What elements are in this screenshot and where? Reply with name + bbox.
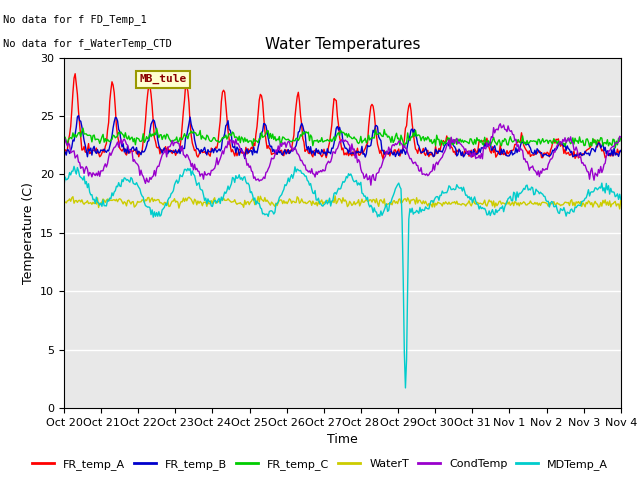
FR_temp_A: [71, 71, 79, 77]
CondTemp: [367, 182, 374, 188]
WaterT: [617, 197, 625, 203]
MDTemp_A: [70, 164, 78, 169]
FR_temp_A: [329, 107, 337, 113]
Line: CondTemp: CondTemp: [64, 124, 621, 185]
Line: MDTemp_A: MDTemp_A: [64, 167, 621, 388]
FR_temp_C: [362, 140, 370, 146]
CondTemp: [519, 148, 527, 154]
MDTemp_A: [60, 183, 68, 189]
FR_temp_B: [327, 151, 335, 156]
WaterT: [332, 193, 339, 199]
MDTemp_A: [402, 385, 410, 391]
FR_temp_A: [606, 153, 614, 158]
CondTemp: [497, 121, 504, 127]
FR_temp_C: [611, 145, 619, 151]
WaterT: [362, 197, 370, 203]
X-axis label: Time: Time: [327, 433, 358, 446]
FR_temp_B: [519, 140, 527, 145]
FR_temp_A: [380, 156, 387, 162]
WaterT: [393, 199, 401, 204]
Legend: FR_temp_A, FR_temp_B, FR_temp_C, WaterT, CondTemp, MDTemp_A: FR_temp_A, FR_temp_B, FR_temp_C, WaterT,…: [27, 455, 613, 474]
FR_temp_C: [617, 135, 625, 141]
Y-axis label: Temperature (C): Temperature (C): [22, 182, 35, 284]
WaterT: [518, 201, 525, 207]
FR_temp_B: [606, 150, 614, 156]
FR_temp_B: [60, 150, 68, 156]
FR_temp_B: [394, 148, 401, 154]
WaterT: [605, 203, 612, 208]
CondTemp: [606, 148, 614, 154]
MDTemp_A: [606, 191, 614, 197]
CondTemp: [324, 158, 332, 164]
Line: FR_temp_C: FR_temp_C: [64, 128, 621, 148]
CondTemp: [60, 142, 68, 147]
FR_temp_C: [79, 125, 87, 131]
FR_temp_A: [617, 149, 625, 155]
Text: No data for f FD_Temp_1: No data for f FD_Temp_1: [3, 14, 147, 25]
Line: WaterT: WaterT: [64, 196, 621, 209]
FR_temp_A: [326, 139, 333, 145]
Line: FR_temp_A: FR_temp_A: [64, 74, 621, 159]
Text: MB_tule: MB_tule: [139, 74, 186, 84]
MDTemp_A: [362, 197, 370, 203]
FR_temp_B: [364, 142, 371, 148]
WaterT: [616, 206, 623, 212]
WaterT: [328, 200, 335, 205]
Line: FR_temp_B: FR_temp_B: [64, 116, 621, 158]
MDTemp_A: [393, 184, 401, 190]
FR_temp_C: [326, 138, 333, 144]
CondTemp: [328, 155, 335, 161]
FR_temp_B: [330, 141, 338, 146]
CondTemp: [362, 174, 369, 180]
MDTemp_A: [329, 197, 337, 203]
MDTemp_A: [519, 188, 527, 193]
FR_temp_C: [518, 139, 525, 144]
FR_temp_C: [393, 131, 401, 136]
FR_temp_A: [60, 149, 68, 155]
WaterT: [60, 200, 68, 206]
Title: Water Temperatures: Water Temperatures: [265, 37, 420, 52]
CondTemp: [617, 134, 625, 140]
WaterT: [324, 199, 332, 205]
FR_temp_C: [329, 136, 337, 142]
FR_temp_B: [241, 156, 248, 161]
MDTemp_A: [617, 196, 625, 202]
Text: No data for f_WaterTemp_CTD: No data for f_WaterTemp_CTD: [3, 38, 172, 49]
FR_temp_A: [394, 148, 401, 154]
FR_temp_A: [362, 142, 370, 148]
FR_temp_C: [60, 139, 68, 144]
FR_temp_A: [519, 136, 527, 142]
FR_temp_B: [75, 113, 83, 119]
MDTemp_A: [326, 195, 333, 201]
FR_temp_B: [617, 147, 625, 153]
FR_temp_C: [605, 143, 612, 149]
CondTemp: [393, 142, 401, 147]
